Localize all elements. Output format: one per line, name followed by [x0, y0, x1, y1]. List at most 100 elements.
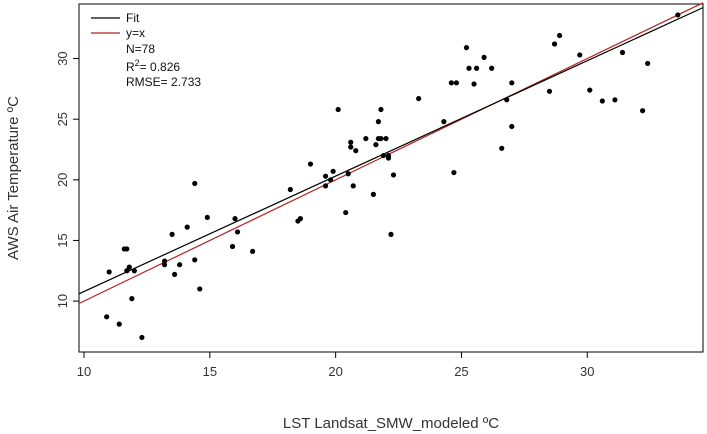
data-point	[453, 80, 460, 86]
data-point	[466, 65, 472, 71]
data-point	[131, 268, 137, 274]
axes: 10 15 20 25 30 10 15 20 25 30	[55, 51, 594, 379]
stat-r2: R2= 0.826	[126, 58, 180, 74]
data-point	[172, 271, 178, 277]
y-tick-label: 20	[55, 173, 70, 187]
data-point	[204, 214, 210, 221]
data-point	[232, 216, 238, 222]
stat-r2-value: = 0.826	[140, 60, 181, 74]
y-tick-label: 10	[55, 294, 70, 308]
data-point	[363, 135, 369, 142]
data-point	[287, 186, 293, 193]
data-point	[380, 152, 387, 159]
data-points	[104, 12, 681, 341]
data-point	[416, 95, 422, 102]
data-point	[370, 191, 376, 197]
data-point	[348, 139, 354, 145]
data-point	[499, 145, 505, 151]
x-tick-label: 20	[328, 364, 342, 379]
legend: Fit y=x	[91, 11, 145, 40]
data-point	[551, 41, 558, 47]
data-point	[234, 229, 241, 235]
data-point	[124, 246, 130, 252]
data-point	[328, 177, 334, 183]
x-tick-label: 15	[203, 364, 217, 379]
data-point	[169, 231, 175, 237]
data-point	[509, 123, 515, 130]
data-point	[645, 60, 651, 67]
stats-annotation: N=78 R2= 0.826 RMSE= 2.733	[126, 42, 201, 89]
data-point	[375, 119, 382, 125]
plot-frame	[78, 3, 704, 353]
data-point	[451, 169, 457, 176]
data-point	[330, 168, 336, 174]
data-point	[307, 161, 314, 167]
data-point	[192, 257, 198, 263]
y-axis-title: AWS Air Temperature ºC	[5, 96, 22, 260]
legend-identity-label: y=x	[126, 26, 145, 40]
data-point	[546, 88, 553, 94]
data-point	[378, 106, 384, 113]
data-point	[385, 152, 392, 159]
data-point	[599, 98, 605, 104]
data-point	[297, 216, 304, 222]
data-point	[378, 135, 384, 142]
stat-n: N=78	[126, 42, 155, 56]
data-point	[106, 269, 112, 275]
data-point	[640, 108, 646, 114]
stat-r2-sup: 2	[135, 58, 140, 68]
x-tick-label: 30	[580, 364, 594, 379]
data-point	[229, 243, 236, 250]
y-tick-label: 25	[55, 112, 70, 126]
data-point	[587, 87, 593, 93]
x-axis-title: LST Landsat_SMW_modeled ºC	[283, 415, 499, 432]
data-point	[504, 97, 510, 103]
data-point	[177, 262, 183, 268]
identity-line	[78, 2, 704, 305]
data-point	[353, 148, 359, 154]
data-point	[161, 262, 168, 268]
data-point	[345, 171, 351, 177]
data-point	[463, 45, 470, 51]
data-point	[481, 54, 487, 60]
data-point	[250, 248, 256, 254]
stat-r2-prefix: R	[126, 60, 135, 74]
y-tick-label: 30	[55, 51, 70, 65]
data-point	[489, 65, 495, 71]
data-point	[612, 97, 618, 103]
data-point	[322, 173, 329, 179]
data-point	[556, 32, 563, 39]
data-point	[373, 142, 379, 148]
data-point	[441, 119, 447, 125]
x-tick-label: 10	[77, 364, 91, 379]
data-point	[116, 321, 122, 327]
data-point	[383, 135, 389, 142]
data-point	[139, 334, 145, 341]
data-point	[390, 172, 397, 178]
stat-rmse: RMSE= 2.733	[126, 75, 201, 89]
fit-line	[78, 7, 704, 295]
data-point	[184, 224, 190, 230]
data-point	[619, 49, 626, 56]
legend-fit-label: Fit	[126, 11, 140, 25]
data-point	[192, 180, 198, 187]
data-point	[126, 264, 132, 270]
data-point	[348, 144, 354, 150]
data-point	[322, 183, 329, 189]
data-point	[104, 314, 110, 320]
x-tick-label: 25	[454, 364, 468, 379]
data-point	[161, 258, 168, 264]
data-point	[577, 52, 583, 58]
data-point	[335, 106, 341, 113]
data-point	[343, 209, 349, 216]
data-point	[509, 80, 515, 86]
y-tick-label: 15	[55, 233, 70, 247]
data-point	[129, 296, 135, 302]
data-point	[448, 80, 454, 86]
data-point	[388, 231, 394, 237]
data-point	[473, 65, 480, 71]
data-point	[471, 81, 477, 87]
data-point	[675, 12, 681, 18]
data-point	[124, 268, 130, 274]
